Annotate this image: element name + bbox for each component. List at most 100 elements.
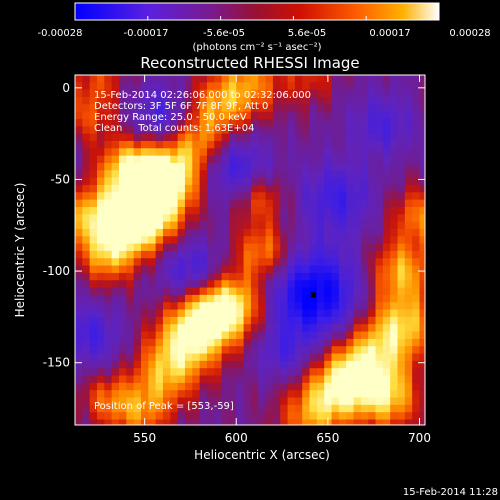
heatmap-cell xyxy=(397,338,406,347)
heatmap-cell xyxy=(82,265,91,274)
heatmap-cell xyxy=(221,221,230,230)
heatmap-cell xyxy=(221,346,230,355)
heatmap-cell xyxy=(243,126,252,135)
heatmap-cell xyxy=(302,126,311,135)
heatmap-cell xyxy=(75,89,83,98)
heatmap-cell xyxy=(82,96,91,105)
heatmap-cell xyxy=(404,250,413,259)
heatmap-cell xyxy=(82,346,91,355)
heatmap-cell xyxy=(118,118,127,127)
heatmap-cell xyxy=(250,221,259,230)
heatmap-cell xyxy=(155,338,164,347)
heatmap-cell xyxy=(104,214,113,223)
heatmap-cell xyxy=(397,162,406,171)
heatmap-cell xyxy=(316,104,325,113)
heatmap-cell xyxy=(126,170,135,179)
heatmap-cell xyxy=(214,390,223,399)
heatmap-cell xyxy=(243,89,252,98)
heatmap-cell xyxy=(184,338,193,347)
heatmap-cell xyxy=(221,162,230,171)
heatmap-cell xyxy=(199,228,208,237)
heatmap-cell xyxy=(111,96,120,105)
heatmap-cell xyxy=(192,228,201,237)
heatmap-cell xyxy=(265,360,274,369)
heatmap-cell xyxy=(390,316,399,325)
heatmap-cell xyxy=(309,412,318,421)
heatmap-cell xyxy=(221,338,230,347)
heatmap-cell xyxy=(316,368,325,377)
heatmap-cell xyxy=(353,133,362,142)
heatmap-cell xyxy=(118,309,127,318)
heatmap-cell xyxy=(82,140,91,149)
heatmap-cell xyxy=(111,243,120,252)
heatmap-cell xyxy=(404,170,413,179)
heatmap-cell xyxy=(170,199,179,208)
heatmap-cell xyxy=(243,360,252,369)
heatmap-cell xyxy=(192,250,201,259)
heatmap-cell xyxy=(265,287,274,296)
heatmap-cell xyxy=(346,184,355,193)
heatmap-cell xyxy=(404,375,413,384)
heatmap-cell xyxy=(375,360,384,369)
heatmap-cell xyxy=(280,294,289,303)
heatmap-cell xyxy=(140,258,149,267)
heatmap-cell xyxy=(412,155,421,164)
heatmap-cell xyxy=(419,214,425,223)
heatmap-cell xyxy=(265,390,274,399)
heatmap-cell xyxy=(104,397,113,406)
heatmap-cell xyxy=(382,382,391,391)
heatmap-cell xyxy=(302,324,311,333)
heatmap-cell xyxy=(250,184,259,193)
heatmap-cell xyxy=(104,192,113,201)
heatmap-cell xyxy=(228,214,237,223)
heatmap-cell xyxy=(243,272,252,281)
heatmap-cell xyxy=(148,221,157,230)
heatmap-cell xyxy=(214,353,223,362)
heatmap-cell xyxy=(89,375,98,384)
heatmap-cell xyxy=(360,243,369,252)
heatmap-cell xyxy=(280,302,289,311)
heatmap-cell xyxy=(397,404,406,413)
heatmap-cell xyxy=(96,126,105,135)
heatmap-cell xyxy=(258,316,267,325)
heatmap-cell xyxy=(324,346,333,355)
heatmap-cell xyxy=(199,324,208,333)
heatmap-cell xyxy=(375,294,384,303)
heatmap-cell xyxy=(133,133,142,142)
heatmap-cell xyxy=(419,280,425,289)
heatmap-cell xyxy=(75,199,83,208)
heatmap-cell xyxy=(140,390,149,399)
heatmap-cell xyxy=(192,309,201,318)
heatmap-cell xyxy=(236,155,245,164)
y-tick-label: -100 xyxy=(43,264,70,278)
heatmap-cell xyxy=(331,148,340,157)
heatmap-cell xyxy=(272,111,281,120)
heatmap-cell xyxy=(104,331,113,340)
heatmap-cell xyxy=(133,309,142,318)
heatmap-cell xyxy=(324,111,333,120)
heatmap-cell xyxy=(96,155,105,164)
heatmap-cell xyxy=(294,382,303,391)
heatmap-cell xyxy=(258,82,267,91)
heatmap-cell xyxy=(368,287,377,296)
heatmap-cell xyxy=(177,360,186,369)
heatmap-cell xyxy=(280,412,289,421)
heatmap-cell xyxy=(294,133,303,142)
heatmap-cell xyxy=(404,162,413,171)
heatmap-cell xyxy=(148,280,157,289)
heatmap-cell xyxy=(302,118,311,127)
heatmap-cell xyxy=(397,316,406,325)
heatmap-cell xyxy=(228,412,237,421)
heatmap-cell xyxy=(104,155,113,164)
heatmap-cell xyxy=(199,390,208,399)
heatmap-cell xyxy=(338,258,347,267)
heatmap-cell xyxy=(302,331,311,340)
heatmap-cell xyxy=(368,324,377,333)
heatmap-cell xyxy=(192,75,201,83)
heatmap-cell xyxy=(140,309,149,318)
heatmap-cell xyxy=(280,324,289,333)
heatmap-cell xyxy=(258,360,267,369)
heatmap-cell xyxy=(412,214,421,223)
heatmap-cell xyxy=(316,140,325,149)
